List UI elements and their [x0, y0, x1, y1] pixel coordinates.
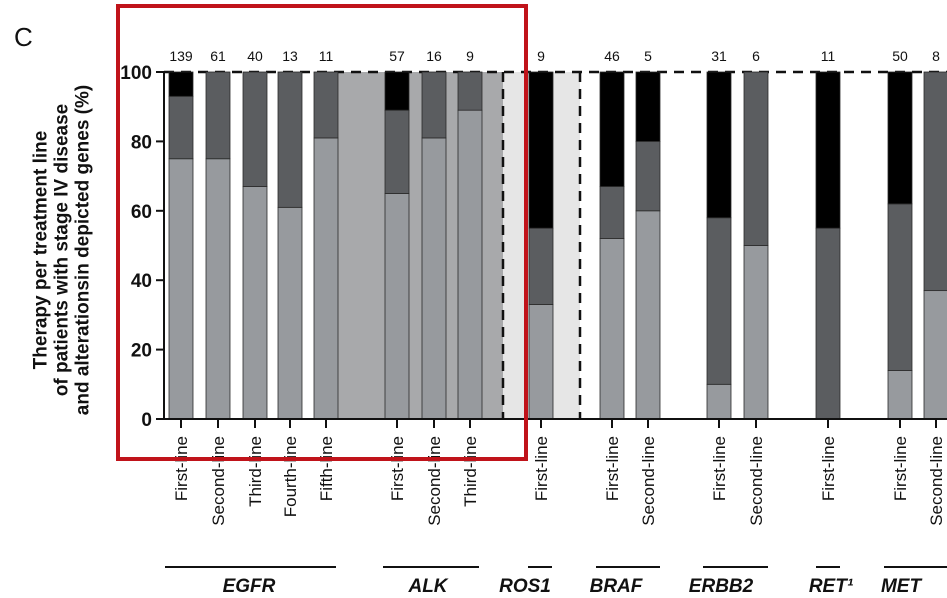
- group-label: MET: [881, 576, 923, 597]
- bar-segment: [706, 217, 732, 385]
- y-tick-label: 20: [131, 341, 152, 362]
- bar-segment: [635, 71, 661, 142]
- bar-segment: [277, 206, 303, 420]
- bar-segment: [313, 137, 339, 420]
- bar-segment: [421, 71, 447, 139]
- x-tick-label: First-line: [603, 436, 622, 501]
- bar-segment: [815, 71, 841, 229]
- bar-n-label: 9: [537, 48, 545, 64]
- x-tick-label: Fourth-line: [281, 436, 300, 517]
- x-tick-label: First-line: [388, 436, 407, 501]
- bar-n-label: 139: [169, 48, 193, 64]
- y-axis-label-line-1: Therapy per treatment line: [30, 130, 52, 370]
- bar-segment: [743, 245, 769, 420]
- panel-label: C: [14, 22, 33, 52]
- bar-segment: [528, 304, 554, 420]
- bar-segment: [887, 370, 913, 420]
- x-tick-label: First-line: [532, 436, 551, 501]
- bar-segment: [743, 71, 769, 246]
- bar-n-label: 5: [644, 48, 652, 64]
- bar-segment: [205, 158, 231, 420]
- bar-n-label: 11: [319, 48, 334, 64]
- bar-n-label: 40: [247, 48, 263, 64]
- bar-n-label: 9: [466, 48, 474, 64]
- group-label: RET¹: [809, 576, 854, 597]
- bar-segment: [457, 71, 483, 111]
- bar-segment: [887, 203, 913, 371]
- bar-segment: [242, 71, 268, 187]
- bar-n-label: 57: [389, 48, 405, 64]
- y-axis-label-line-2: of patients with stage IV disease: [51, 103, 73, 397]
- x-tick-label: Second-line: [927, 436, 946, 526]
- bar-n-label: 13: [282, 48, 298, 64]
- bar-segment: [384, 109, 410, 194]
- bar-n-label: 61: [210, 48, 226, 64]
- bar-segment: [706, 71, 732, 219]
- bar-segment: [277, 71, 303, 208]
- x-tick-label: Second-line: [639, 436, 658, 526]
- bar-segment: [421, 137, 447, 420]
- bar-segment: [923, 290, 947, 420]
- bar-n-label: 8: [932, 48, 940, 64]
- bar-n-label: 6: [752, 48, 760, 64]
- bar-segment: [599, 238, 625, 420]
- bar-segment: [168, 71, 194, 97]
- bar-segment: [242, 186, 268, 420]
- y-tick-label: 40: [131, 271, 152, 292]
- bar-n-label: 31: [711, 48, 727, 64]
- y-axis-label-line-3: and alterationsin depicted genes (%): [72, 84, 94, 416]
- highlight-box: [116, 4, 528, 461]
- x-tick-label: Third-line: [246, 436, 265, 507]
- bar-segment: [599, 71, 625, 187]
- y-tick-label: 80: [131, 132, 152, 153]
- group-label: ROS1: [499, 576, 551, 597]
- group-label: ALK: [407, 576, 448, 597]
- bar-segment: [528, 71, 554, 229]
- bar-segment: [887, 71, 913, 205]
- x-tick-label: First-line: [710, 436, 729, 501]
- x-tick-label: Third-line: [461, 436, 480, 507]
- y-tick-label: 0: [141, 410, 152, 431]
- x-tick-label: First-line: [172, 436, 191, 501]
- bar-segment: [815, 227, 841, 420]
- bar-segment: [635, 210, 661, 420]
- bar-n-label: 50: [892, 48, 908, 64]
- bar-n-label: 46: [604, 48, 620, 64]
- bar-segment: [313, 71, 339, 139]
- group-label: ERBB2: [689, 576, 754, 597]
- group-label: EGFR: [223, 576, 276, 597]
- bar-n-label: 11: [821, 48, 836, 64]
- y-tick-label: 60: [131, 202, 152, 223]
- bar-segment: [706, 383, 732, 420]
- bar-segment: [923, 71, 947, 292]
- group-label: BRAF: [590, 576, 644, 597]
- bar-segment: [205, 71, 231, 160]
- bar-segment: [528, 227, 554, 305]
- x-tick-label: Second-line: [209, 436, 228, 526]
- bar-segment: [635, 140, 661, 212]
- bar-segment: [384, 71, 410, 111]
- y-tick-label: 100: [120, 63, 152, 84]
- bar-segment: [384, 193, 410, 420]
- bar-segment: [457, 109, 483, 420]
- bar-segment: [168, 158, 194, 420]
- x-tick-label: Second-line: [747, 436, 766, 526]
- bar-segment: [599, 186, 625, 239]
- x-tick-label: Fifth-line: [317, 436, 336, 501]
- x-tick-label: First-line: [891, 436, 910, 501]
- bar-n-label: 16: [426, 48, 442, 64]
- x-tick-label: First-line: [819, 436, 838, 501]
- x-tick-label: Second-line: [425, 436, 444, 526]
- bar-segment: [168, 95, 194, 160]
